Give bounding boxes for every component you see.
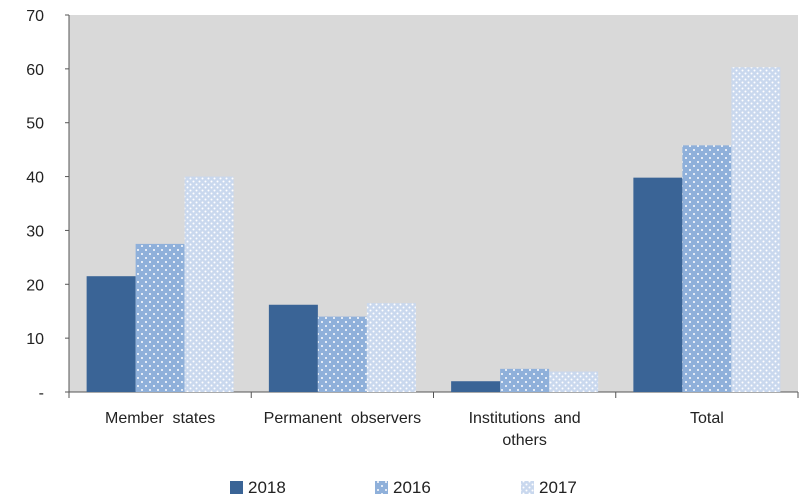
y-tick-label: 30 xyxy=(26,223,44,240)
bar-2018-3 xyxy=(633,178,682,392)
y-tick-label: 10 xyxy=(26,331,44,348)
bar-2017-3 xyxy=(731,67,780,392)
x-tick-label: Institutions and xyxy=(469,410,581,427)
y-tick-label: 70 xyxy=(26,8,44,25)
y-tick-label: - xyxy=(39,385,44,402)
x-tick-label: others xyxy=(502,432,546,449)
legend-swatch-2016 xyxy=(375,481,388,494)
bar-2016-3 xyxy=(682,145,731,392)
legend-label-2018: 2018 xyxy=(248,478,286,497)
bar-2018-0 xyxy=(87,276,136,392)
bar-2017-0 xyxy=(185,177,234,392)
x-tick-label: Total xyxy=(690,410,724,427)
legend-label-2016: 2016 xyxy=(393,478,431,497)
y-tick-label: 40 xyxy=(26,170,44,187)
bar-2018-2 xyxy=(451,381,500,392)
bar-2017-1 xyxy=(367,303,416,392)
y-tick-label: 20 xyxy=(26,277,44,294)
bar-2017-2 xyxy=(549,372,598,392)
x-tick-label: Member states xyxy=(105,410,215,427)
y-tick-label: 60 xyxy=(26,62,44,79)
bar-2016-1 xyxy=(318,317,367,392)
bar-2016-2 xyxy=(500,369,549,392)
x-tick-label: Permanent observers xyxy=(264,410,421,427)
bar-2016-0 xyxy=(136,244,185,392)
bar-2018-1 xyxy=(269,305,318,392)
legend-swatch-2017 xyxy=(521,481,534,494)
legend-label-2017: 2017 xyxy=(539,478,577,497)
legend-swatch-2018 xyxy=(230,481,243,494)
y-tick-label: 50 xyxy=(26,116,44,133)
